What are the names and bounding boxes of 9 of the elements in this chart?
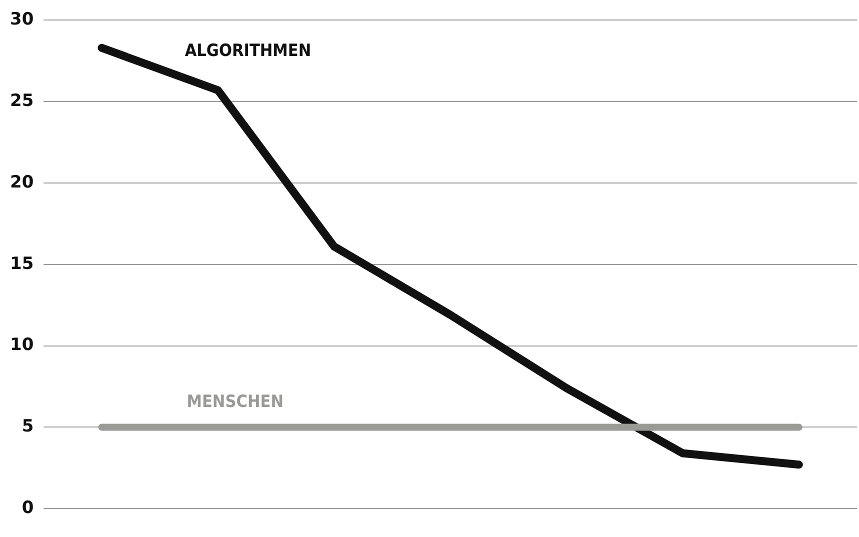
series-label: MENSCHEN [186, 392, 284, 412]
y-tick-label: 0 [22, 498, 34, 518]
y-tick-label: 30 [10, 10, 34, 30]
y-tick-label: 20 [10, 172, 34, 192]
y-tick-label: 5 [22, 416, 34, 437]
y-tick-label: 25 [10, 91, 34, 112]
series-label: ALGORITHMEN [184, 40, 312, 61]
y-tick-label: 10 [10, 335, 34, 356]
y-tick-label: 15 [10, 254, 34, 274]
